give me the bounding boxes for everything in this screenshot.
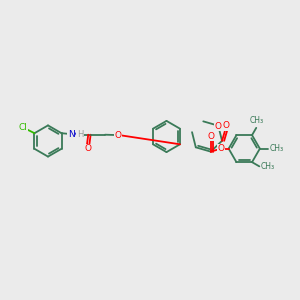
- Text: N: N: [71, 130, 78, 139]
- Text: CH₃: CH₃: [249, 116, 263, 125]
- Text: O: O: [222, 121, 230, 130]
- Text: O: O: [114, 131, 121, 140]
- Text: Cl: Cl: [19, 123, 28, 132]
- Text: O: O: [218, 144, 225, 153]
- Text: O: O: [215, 121, 222, 130]
- Text: CH₃: CH₃: [269, 144, 284, 153]
- Text: O: O: [215, 122, 222, 131]
- Text: O: O: [85, 144, 92, 153]
- Text: N: N: [69, 130, 75, 139]
- Text: O: O: [114, 131, 121, 140]
- Text: H: H: [77, 130, 83, 139]
- Text: H: H: [72, 130, 78, 139]
- Text: H: H: [77, 130, 84, 139]
- Text: O: O: [207, 131, 214, 140]
- Text: O: O: [218, 144, 225, 153]
- Text: N: N: [68, 130, 74, 139]
- Text: CH₃: CH₃: [260, 162, 274, 171]
- Text: O: O: [114, 131, 121, 140]
